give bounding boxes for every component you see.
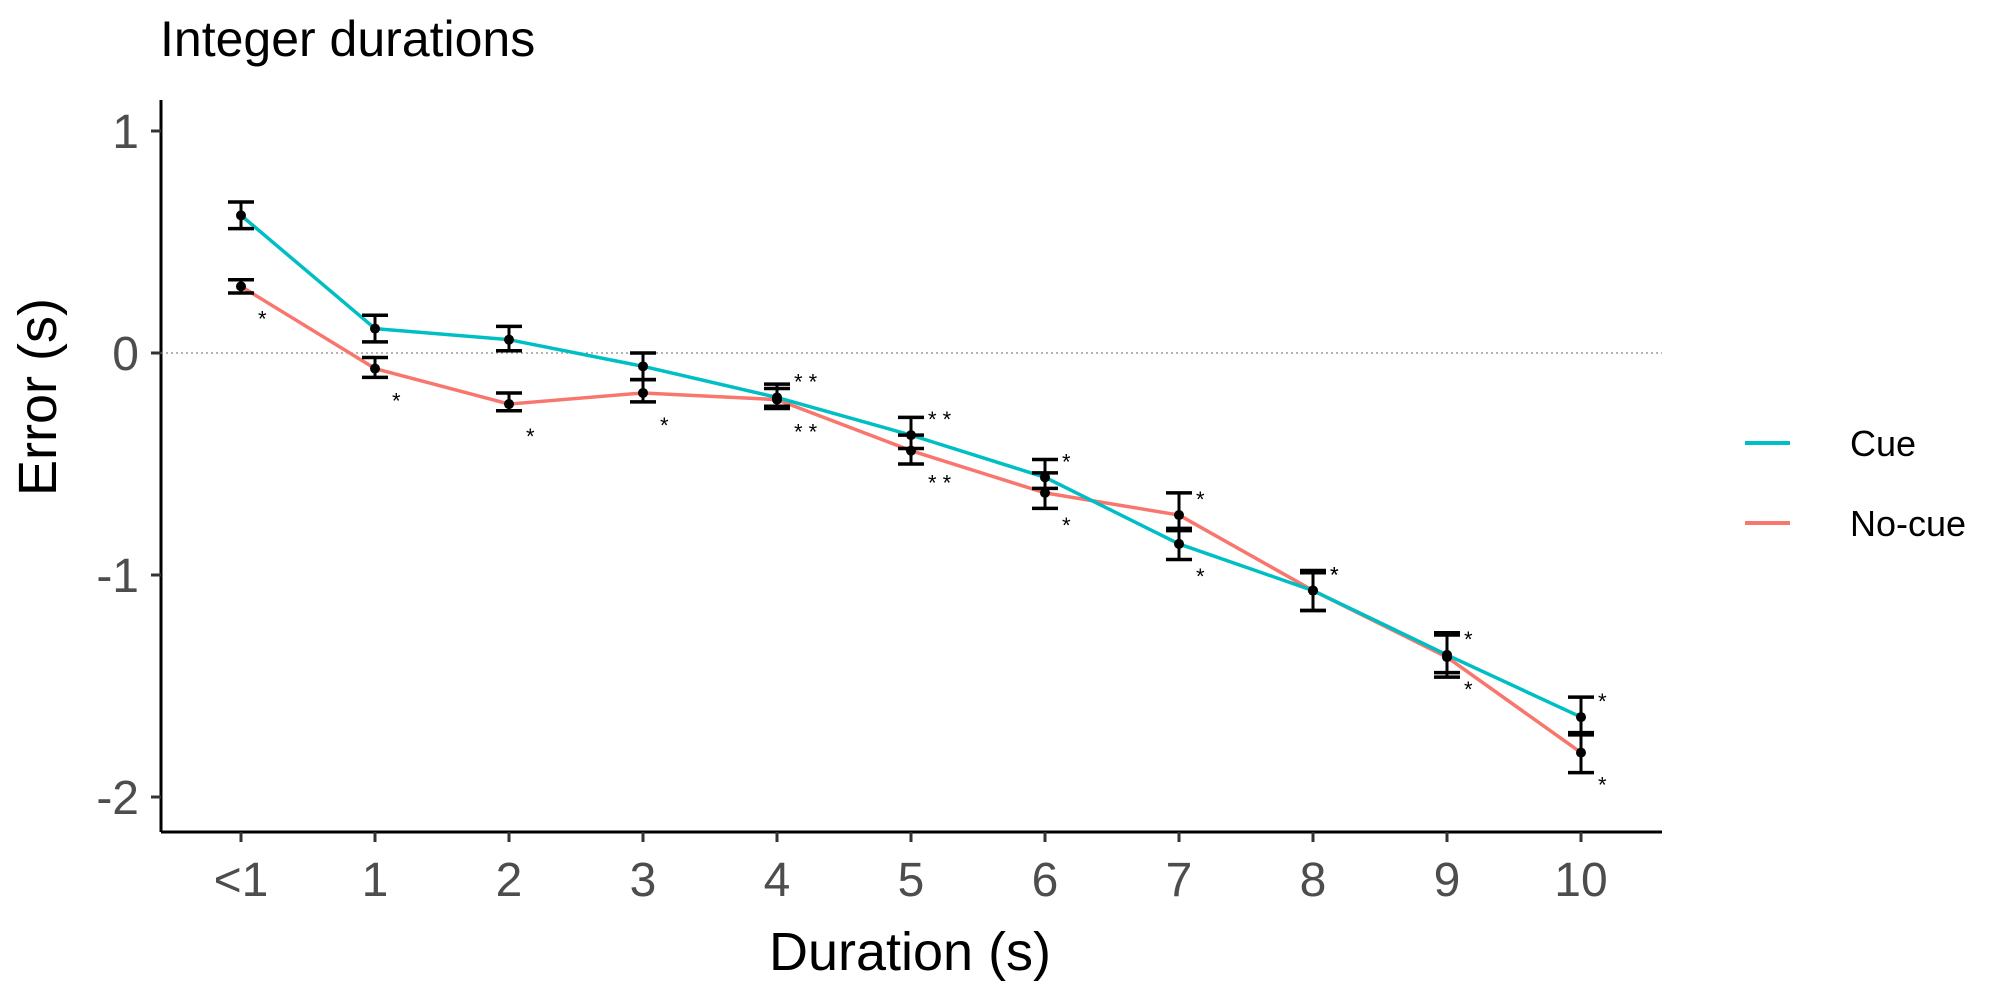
error-bars	[228, 200, 1594, 775]
legend-label: No-cue	[1850, 503, 1966, 544]
data-point-cue	[638, 361, 648, 372]
x-tick-label: 10	[1554, 854, 1607, 907]
significance-marker-cue: *	[1598, 689, 1607, 714]
data-point-no-cue	[772, 394, 782, 405]
y-tick-label: -2	[96, 772, 139, 825]
chart-title: Integer durations	[160, 11, 535, 67]
y-tick-label: -1	[96, 550, 139, 603]
significance-marker-no-cue: *	[1464, 677, 1473, 702]
significance-marker-no-cue: * *	[794, 420, 818, 445]
data-point-no-cue	[1576, 747, 1586, 758]
x-tick-label: 3	[630, 854, 657, 907]
x-tick-label: 9	[1434, 854, 1461, 907]
series-line-no-cue	[240, 284, 1583, 755]
x-tick-label: 7	[1166, 854, 1193, 907]
legend: Cue No-cue	[1745, 423, 1966, 544]
data-point-no-cue	[638, 387, 648, 398]
y-axis: 1 0 -1 -2	[96, 100, 163, 832]
data-point-no-cue	[906, 445, 916, 456]
significance-marker-cue: *	[1062, 449, 1071, 474]
x-axis: <1 1 2 3 4 5 6 7 8 9 10	[161, 830, 1662, 907]
data-point-no-cue	[1442, 652, 1452, 663]
significance-marker-no-cue: *	[526, 424, 535, 449]
data-point-cue	[1576, 712, 1586, 723]
data-point-no-cue	[370, 363, 380, 374]
y-tick-label: 0	[112, 328, 139, 381]
data-point-cue	[906, 430, 916, 441]
x-axis-title: Duration (s)	[769, 922, 1051, 982]
significance-marker-cue: * *	[794, 369, 818, 394]
data-points	[236, 210, 1586, 758]
x-tick-label: 6	[1032, 854, 1059, 907]
data-point-no-cue	[504, 399, 514, 410]
significance-marker-cue: *	[1464, 627, 1473, 652]
data-point-cue	[1174, 538, 1184, 549]
legend-item-no-cue: No-cue	[1745, 503, 1966, 544]
x-tick-label: 5	[898, 854, 925, 907]
significance-marker-no-cue: *	[1196, 487, 1205, 512]
significance-marker-no-cue: * *	[928, 471, 952, 496]
series-lines	[239, 214, 1583, 755]
x-tick-label: <1	[214, 854, 269, 907]
x-tick-label: 4	[764, 854, 791, 907]
y-tick-label: 1	[112, 106, 139, 159]
significance-marker-no-cue: *	[392, 389, 401, 414]
data-point-no-cue	[1308, 585, 1318, 596]
significance-marker-no-cue: *	[660, 413, 669, 438]
data-point-no-cue	[1040, 487, 1050, 498]
x-tick-label: 1	[362, 854, 389, 907]
x-tick-label: 2	[496, 854, 523, 907]
y-axis-title: Error (s)	[8, 298, 68, 496]
significance-marker-no-cue: *	[1062, 513, 1071, 538]
data-point-no-cue	[236, 281, 246, 292]
significance-marker-cue: * *	[928, 407, 952, 432]
legend-label: Cue	[1850, 423, 1916, 464]
significance-marker-cue: *	[1330, 563, 1339, 588]
data-point-cue	[504, 334, 514, 345]
significance-marker-no-cue: *	[258, 306, 267, 331]
x-tick-label: 8	[1300, 854, 1327, 907]
significance-markers: * ** *** ****** * * ** ******	[258, 306, 1607, 797]
data-point-no-cue	[1174, 510, 1184, 521]
series-line-cue	[239, 214, 1582, 719]
significance-marker-no-cue: *	[1598, 773, 1607, 798]
data-point-cue	[1040, 472, 1050, 483]
data-point-cue	[370, 323, 380, 334]
legend-item-cue: Cue	[1745, 423, 1916, 464]
significance-marker-no-cue: *	[1330, 563, 1339, 588]
data-point-cue	[236, 210, 246, 221]
significance-marker-cue: *	[1196, 564, 1205, 589]
